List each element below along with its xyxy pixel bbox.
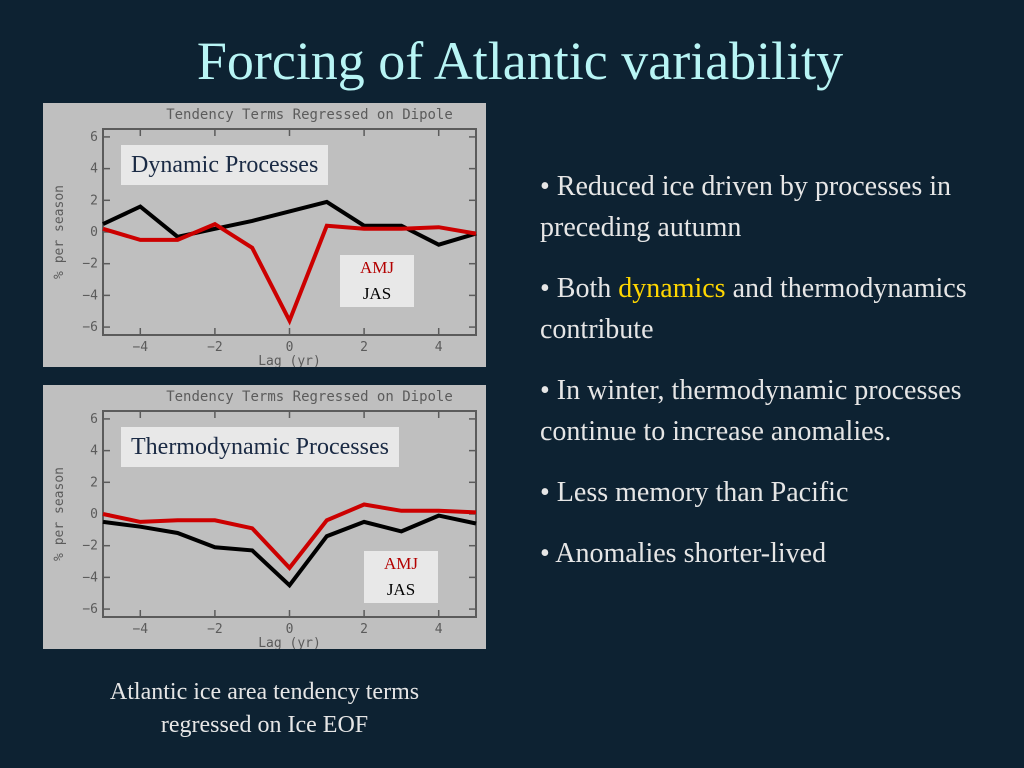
legend-jas: JAS — [362, 284, 392, 303]
x-tick-label: −4 — [132, 622, 148, 637]
legend-amj: AMJ — [359, 258, 394, 277]
y-tick-label: −2 — [82, 257, 98, 272]
bullet-item: • Less memory than Pacific — [540, 477, 849, 508]
y-axis-label: % per season — [52, 185, 67, 279]
series-line-jas — [102, 513, 477, 589]
y-tick-label: 4 — [90, 162, 98, 177]
bullet-item: • Both dynamics and thermodynamics contr… — [540, 268, 1010, 350]
y-tick-label: 6 — [90, 130, 98, 145]
x-tick-label: 4 — [435, 340, 443, 355]
x-tick-label: 0 — [286, 340, 294, 355]
series-line-amj — [102, 502, 477, 571]
x-tick-label: −2 — [207, 340, 223, 355]
y-tick-label: 2 — [90, 193, 98, 208]
x-tick-label: 4 — [435, 622, 443, 637]
x-tick-label: 0 — [286, 622, 294, 637]
bullet-item: • Reduced ice driven by processes in pre… — [540, 171, 952, 243]
legend-jas: JAS — [386, 580, 416, 599]
x-tick-label: 2 — [360, 622, 368, 637]
y-tick-label: 2 — [90, 475, 98, 490]
bullet-text: and thermodynamics contribute — [540, 273, 967, 345]
thermodynamic-chart-panel: Tendency Terms Regressed on Dipole −4 −2 0 2… — [43, 385, 486, 649]
chart-title: Tendency Terms Regressed on Dipole — [166, 107, 453, 123]
chart-title: Tendency Terms Regressed on Dipole — [166, 389, 453, 405]
bullet-list: • Reduced ice driven by processes in pre… — [540, 166, 1010, 594]
series-line-amj — [102, 221, 477, 326]
thermodynamic-processes-label: Thermodynamic Processes — [121, 427, 399, 467]
slide-title: Forcing of Atlantic variability — [196, 31, 844, 91]
dynamic-chart-legend: AMJ JAS — [340, 255, 414, 307]
bullet-text: • Both — [540, 273, 619, 304]
thermodynamic-chart-legend: AMJ JAS — [364, 551, 438, 603]
y-tick-label: 4 — [90, 444, 98, 459]
y-tick-label: 0 — [90, 507, 98, 522]
bullet-item: • In winter, thermodynamic processes con… — [540, 375, 962, 447]
x-tick-label: −4 — [132, 340, 148, 355]
caption-line-2: regressed on Ice EOF — [160, 712, 369, 738]
x-tick-label: 2 — [360, 340, 368, 355]
thermodynamic-chart: Tendency Terms Regressed on Dipole −4 −2 0 2… — [52, 389, 477, 649]
figure-caption: Atlantic ice area tendency terms regress… — [43, 676, 486, 742]
dynamic-chart-panel: Tendency Terms Regressed on Dipole −4 −2 0 2… — [43, 103, 486, 367]
y-axis-label: % per season — [52, 467, 67, 561]
y-tick-label: 0 — [90, 225, 98, 240]
dynamic-chart: Tendency Terms Regressed on Dipole −4 −2 0 2… — [52, 107, 477, 367]
y-tick-label: −4 — [82, 288, 98, 303]
y-tick-label: −6 — [82, 602, 98, 617]
x-axis-label: Lag (yr) — [258, 354, 321, 367]
dynamic-processes-label: Dynamic Processes — [121, 145, 329, 185]
y-tick-label: −6 — [82, 320, 98, 335]
caption-line-1: Atlantic ice area tendency terms — [109, 679, 420, 705]
bullet-item: • Anomalies shorter-lived — [540, 538, 827, 569]
highlighted-word: dynamics — [618, 273, 726, 304]
x-tick-label: −2 — [207, 622, 223, 637]
y-tick-label: 6 — [90, 412, 98, 427]
x-axis-label: Lag (yr) — [258, 636, 321, 649]
y-tick-label: −2 — [82, 539, 98, 554]
legend-amj: AMJ — [383, 554, 418, 573]
y-tick-label: −4 — [82, 570, 98, 585]
series-line-jas — [102, 199, 477, 247]
